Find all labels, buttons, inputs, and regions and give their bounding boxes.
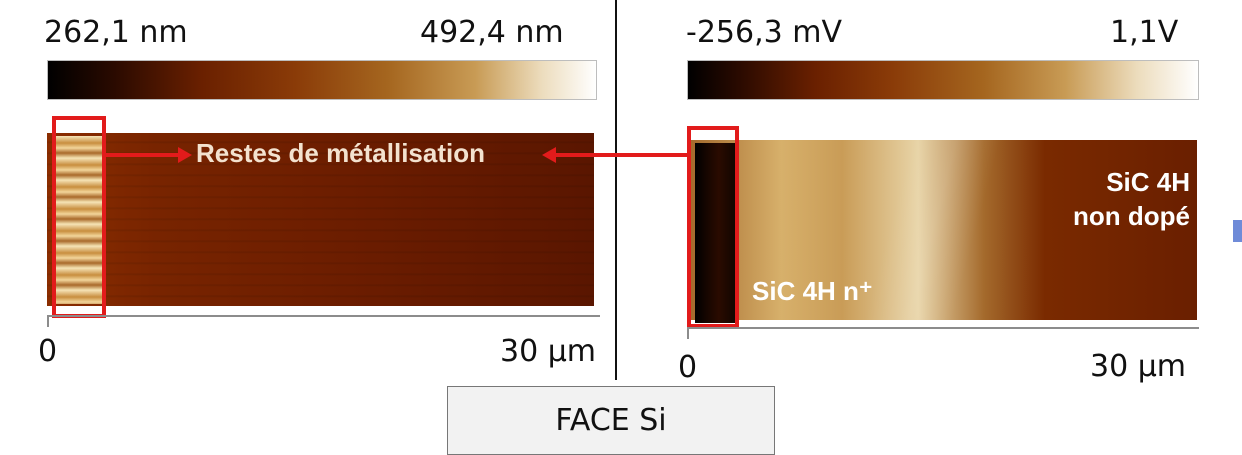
sic4h-nondope-line2: non dopé xyxy=(1073,200,1190,231)
left-colorbar xyxy=(47,60,597,100)
left-axis-end-label: 30 µm xyxy=(500,334,597,369)
right-scale-min-label: -256,3 mV xyxy=(686,15,842,50)
left-scale-min-label: 262,1 nm xyxy=(44,15,188,50)
left-axis-line xyxy=(47,315,600,317)
sic4h-nondope-line1: SiC 4H xyxy=(1106,167,1190,197)
left-scale-max-label: 492,4 nm xyxy=(420,15,564,50)
left-axis-start-label: 0 xyxy=(38,334,58,369)
right-scale-max-label: 1,1V xyxy=(1110,15,1179,50)
arrow-left-icon xyxy=(542,147,556,163)
metallization-residue-region xyxy=(52,136,104,304)
arrow-right-icon xyxy=(178,147,192,163)
nplus-region xyxy=(695,143,735,323)
sic4h-nplus-label: SiC 4H n⁺ xyxy=(752,276,873,306)
left-axis-tick xyxy=(47,315,49,327)
right-axis-start-label: 0 xyxy=(678,350,698,385)
right-axis-line xyxy=(687,327,1199,329)
right-potential-image xyxy=(690,140,1197,320)
right-highlight-box xyxy=(687,126,739,328)
right-colorbar xyxy=(687,60,1199,100)
panel-divider xyxy=(615,0,617,380)
right-axis-tick xyxy=(687,327,689,339)
left-topography-image xyxy=(47,133,594,306)
sic4h-nondope-label: SiC 4H non dopé xyxy=(1040,166,1190,234)
right-axis-end-label: 30 µm xyxy=(1090,349,1187,384)
face-caption-text: FACE Si xyxy=(555,403,667,438)
annotation-text: Restes de métallisation xyxy=(196,138,485,168)
face-caption-box: FACE Si xyxy=(447,386,775,455)
edge-mark xyxy=(1233,220,1242,242)
